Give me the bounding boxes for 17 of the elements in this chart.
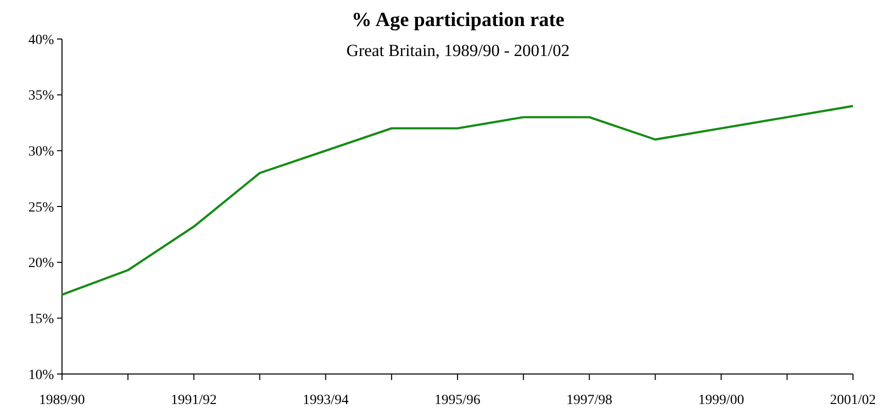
y-tick-label: 20% [28, 256, 54, 272]
y-tick-label: 30% [28, 144, 54, 160]
x-tick-label: 1999/00 [698, 393, 744, 408]
x-tick-label: 1991/92 [170, 393, 217, 408]
y-tick-label: 10% [28, 368, 54, 383]
y-tick-label: 15% [28, 312, 54, 328]
x-tick-label: 1993/94 [302, 393, 349, 408]
y-tick-label: 40% [28, 32, 54, 48]
chart-subtitle: Great Britain, 1989/90 - 2001/02 [346, 41, 570, 60]
x-tick-label: 2001/02 [830, 393, 876, 408]
chart-title: % Age participation rate [352, 9, 564, 31]
line-series [60, 104, 854, 296]
y-tick-label: 25% [28, 200, 54, 216]
x-tick-label: 1997/98 [566, 393, 612, 408]
x-tick-label: 1995/96 [434, 393, 480, 408]
x-tick-label: 1989/90 [39, 393, 85, 408]
y-tick-label: 35% [28, 88, 54, 104]
